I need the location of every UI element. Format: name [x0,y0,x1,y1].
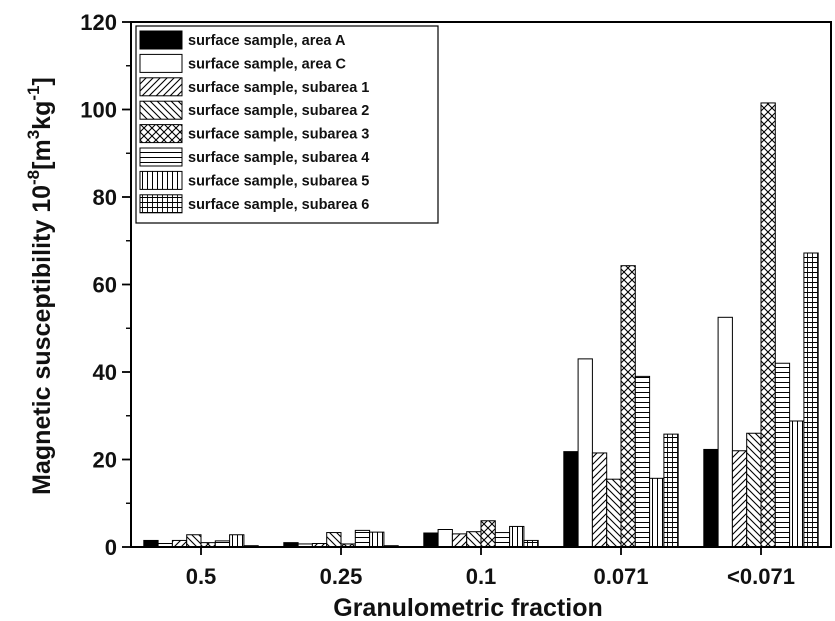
y-tick-label: 60 [93,273,117,298]
y-axis: 0 20 40 60 80 100 120 [80,10,131,560]
bar-subarea-2-0-5 [186,534,202,548]
y-tick-label: 20 [93,448,117,473]
bar-subarea-2-0-071 [606,478,622,548]
legend-swatch-subarea-3 [139,124,183,144]
bar-subarea-5-0-071 [649,477,665,548]
bar-subarea-5-0-25 [369,531,385,548]
x-tick-label: <0.071 [727,564,795,589]
legend-label: surface sample, subarea 3 [188,127,369,143]
x-tick-label: 0.071 [593,564,648,589]
legend-swatch-area-c [139,53,183,73]
bar-subarea-2-0-1 [466,531,482,548]
y-tick-label: 0 [105,535,117,560]
y-tick-label: 40 [93,360,117,385]
x-tick-label: 0.25 [320,564,363,589]
y-tick-label: 80 [93,185,117,210]
bar-subarea-6-0-071 [803,252,819,548]
legend-swatch-subarea-1 [139,77,183,97]
legend-label: surface sample, area C [188,56,347,72]
bar-subarea-3-0-071 [620,265,636,548]
legend: surface sample, area A surface sample, ar… [135,25,439,224]
x-axis-title: Granulometric fraction [333,594,603,621]
x-tick-label: 0.5 [186,564,217,589]
legend-label: surface sample, subarea 5 [188,173,369,189]
legend-swatch-subarea-6 [139,194,183,214]
bar-area-a-0-071 [703,448,719,548]
bar-subarea-2-0-071 [746,432,762,548]
legend-label: surface sample, area A [188,33,346,49]
bar-subarea-6-0-071 [663,433,679,548]
bar-subarea-1-0-071 [731,450,748,548]
bar-subarea-4-0-25 [354,529,371,548]
bar-subarea-5-0-1 [509,525,525,548]
bar-subarea-2-0-25 [326,532,342,548]
bar-subarea-5-0-071 [789,420,805,548]
bar-subarea-4-0-071 [634,375,651,548]
bar-subarea-3-0-1 [480,520,496,548]
legend-label: surface sample, subarea 4 [188,150,369,166]
bar-subarea-4-0-071 [774,362,791,548]
legend-swatch-subarea-5 [139,170,183,190]
bar-subarea-3-0-071 [760,102,776,548]
legend-label: surface sample, subarea 6 [188,197,369,213]
x-tick-label: 0.1 [466,564,497,589]
bar-area-a-0-071 [563,451,579,548]
legend-label: surface sample, subarea 1 [188,80,369,96]
x-axis: 0.5 0.25 0.1 0.071 <0.071 [186,547,795,589]
bar-subarea-1-0-071 [591,452,608,548]
bar-area-c-0-1 [437,529,453,548]
bar-area-c-0-071 [717,316,733,548]
y-axis-title: Magnetic susceptibility 10-8[m3kg-1] [24,77,56,495]
y-tick-label: 120 [80,10,117,35]
legend-swatch-subarea-4 [139,147,183,167]
legend-swatch-subarea-2 [139,100,183,120]
bars-group [143,102,819,548]
bar-area-c-0-071 [577,358,593,548]
bar-subarea-1-0-1 [451,533,468,548]
bar-subarea-5-0-5 [229,534,245,548]
bar-subarea-4-0-1 [494,532,511,548]
bar-area-a-0-1 [423,532,439,548]
y-tick-label: 100 [80,98,117,123]
legend-swatch-area-a [139,30,183,50]
legend-box [135,25,439,224]
legend-label: surface sample, subarea 2 [188,103,369,119]
